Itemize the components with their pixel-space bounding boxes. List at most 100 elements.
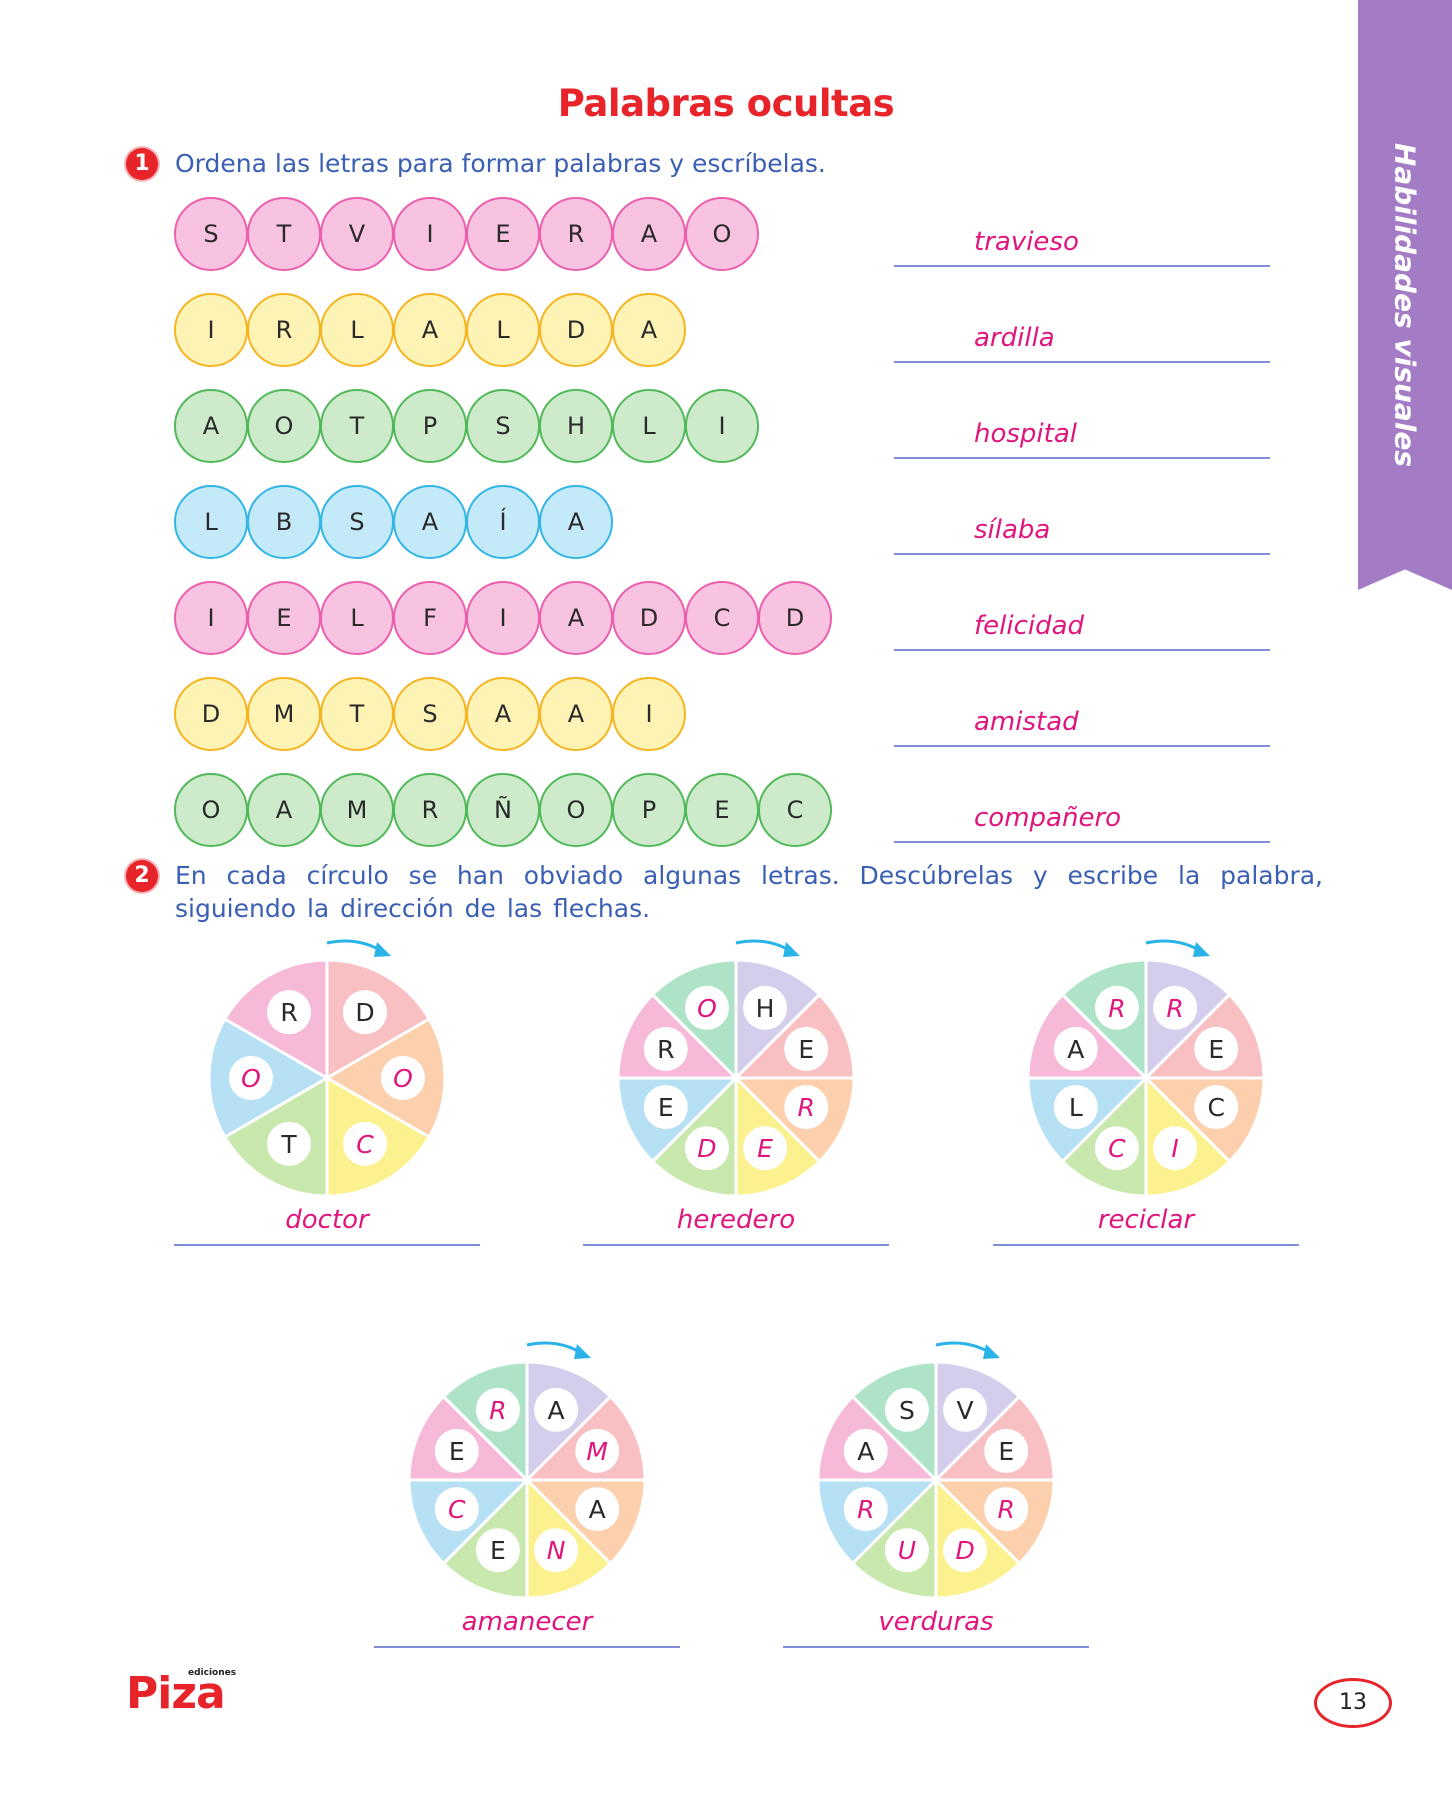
direction-arrowhead-icon [574, 1344, 591, 1359]
letter-bead: O [685, 197, 759, 271]
letter-bead: R [539, 197, 613, 271]
letter-bead: S [466, 389, 540, 463]
letter-bead: A [612, 293, 686, 367]
wheel-answer-line [583, 1244, 889, 1246]
shown-letter: L [1069, 1093, 1083, 1122]
shown-letter: A [548, 1396, 565, 1425]
hidden-letter: R [1166, 994, 1183, 1023]
letter-bead: H [539, 389, 613, 463]
letter-badge [534, 1387, 579, 1432]
letter-badge [743, 985, 788, 1030]
letter-bead: V [320, 197, 394, 271]
letter-bead: S [320, 485, 394, 559]
letter-badge [943, 1387, 988, 1432]
direction-arrowhead-icon [374, 942, 391, 957]
letter-bead: I [612, 677, 686, 751]
hidden-letter: E [757, 1134, 773, 1163]
letter-bead: I [174, 581, 248, 655]
letter-bead: R [247, 293, 321, 367]
answer-line [894, 265, 1270, 267]
letter-badge [784, 1085, 829, 1130]
letter-badge [684, 1126, 729, 1171]
shown-letter: A [1067, 1035, 1084, 1064]
letter-badge [1153, 985, 1198, 1030]
letter-badge [1053, 1026, 1098, 1071]
shown-letter: C [1207, 1093, 1224, 1122]
letter-bead: D [612, 581, 686, 655]
publisher-logo-brand: Piza [126, 1668, 226, 1719]
answer-text: ardilla [974, 323, 1055, 353]
letter-badge [229, 1056, 273, 1100]
letter-bead: E [685, 773, 759, 847]
letter-bead: L [612, 389, 686, 463]
shown-letter: V [957, 1396, 974, 1425]
letter-bead: C [685, 581, 759, 655]
answer-line [894, 841, 1270, 843]
hidden-letter: C [1108, 1134, 1126, 1163]
letter-bead: P [393, 389, 467, 463]
letter-bead: L [320, 293, 394, 367]
hidden-letter: D [955, 1536, 974, 1565]
direction-arrowhead-icon [1193, 942, 1210, 957]
letter-bead: M [247, 677, 321, 751]
letter-badge [434, 1428, 479, 1473]
letter-bead: C [758, 773, 832, 847]
wheel-answer-text: heredero [676, 1205, 796, 1235]
letter-bead: I [393, 197, 467, 271]
shown-letter: T [280, 1130, 297, 1159]
letter-wheel: D O C T O R [202, 939, 452, 1203]
hidden-letter: O [697, 994, 717, 1023]
letter-badge [475, 1528, 520, 1573]
letter-bead: D [174, 677, 248, 751]
letter-bead: F [393, 581, 467, 655]
hidden-letter: N [547, 1536, 566, 1565]
exercise-2-instruction: En cada círculo se han obviado algunas l… [175, 861, 1323, 923]
letter-bead: Í [466, 485, 540, 559]
letter-bead: I [174, 293, 248, 367]
direction-arrowhead-icon [983, 1344, 1000, 1359]
letter-bead: T [320, 389, 394, 463]
wheel-answer-text: verduras [878, 1607, 994, 1637]
answer-text: amistad [974, 707, 1079, 737]
hidden-letter: C [448, 1495, 466, 1524]
side-tab: Habilidades visuales [1358, 0, 1452, 590]
letter-bead: S [393, 677, 467, 751]
letter-bead: A [393, 293, 467, 367]
letter-badge [884, 1387, 929, 1432]
hidden-letter: R [798, 1093, 815, 1122]
exercise-2-number: 2 [126, 860, 158, 892]
hidden-letter: O [241, 1064, 261, 1093]
shown-letter: E [1208, 1035, 1224, 1064]
shown-letter: H [756, 994, 775, 1023]
shown-letter: A [857, 1437, 874, 1466]
wheel-answer-text: amanecer [461, 1607, 593, 1637]
letter-badge [267, 1121, 311, 1166]
answer-text: felicidad [974, 611, 1085, 641]
letter-bead: Ñ [466, 773, 540, 847]
side-tab-label: Habilidades visuales [1388, 142, 1422, 468]
answer-line [894, 457, 1270, 459]
letter-bead: A [539, 677, 613, 751]
letter-bead: D [758, 581, 832, 655]
shown-letter: E [658, 1093, 674, 1122]
hidden-letter: O [393, 1064, 413, 1093]
hidden-letter: C [356, 1130, 374, 1159]
letter-badge [743, 1126, 788, 1171]
letter-bead: A [539, 581, 613, 655]
wheel-answer-line [174, 1244, 480, 1246]
answer-text: compañero [974, 803, 1122, 833]
exercise-1-number: 1 [126, 148, 158, 180]
letter-bead: T [247, 197, 321, 271]
wheel-answer-line [783, 1646, 1089, 1648]
letter-bead: B [247, 485, 321, 559]
letter-bead: A [612, 197, 686, 271]
letter-badge [1194, 1026, 1239, 1071]
wheel-answer-text: reciclar [1097, 1205, 1195, 1235]
letter-bead: O [174, 773, 248, 847]
letter-bead: A [393, 485, 467, 559]
letter-badge [784, 1026, 829, 1071]
